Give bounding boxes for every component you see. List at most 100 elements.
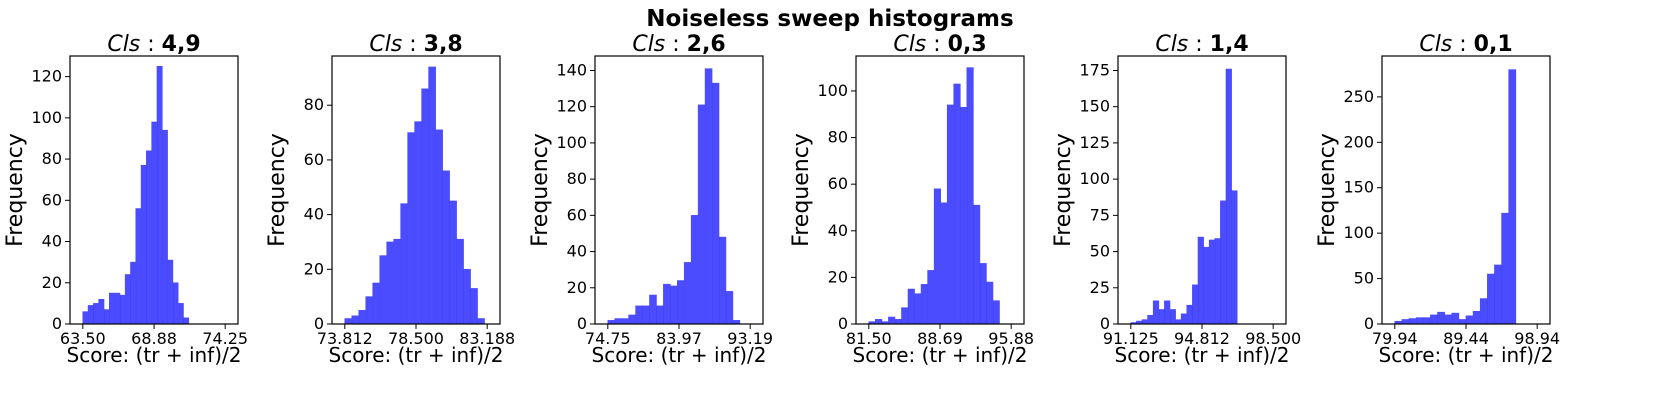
histogram-bar bbox=[663, 283, 671, 325]
y-tick-label: 20 bbox=[828, 267, 848, 286]
panel-title: Cls : 1,4 bbox=[1155, 32, 1248, 57]
histogram-bar bbox=[946, 104, 955, 325]
histogram-bar bbox=[1487, 273, 1495, 325]
histogram-bar bbox=[407, 132, 415, 325]
y-tick-label: 120 bbox=[31, 67, 62, 86]
y-tick-label: 200 bbox=[1343, 132, 1374, 151]
histogram-bar bbox=[82, 311, 89, 325]
histogram-bar bbox=[1479, 298, 1488, 325]
panel-title-prefix: Cls bbox=[632, 32, 665, 57]
y-axis-label: Frequency bbox=[265, 133, 290, 247]
histogram-bar bbox=[1220, 200, 1227, 325]
x-tick-label: 98.500 bbox=[1245, 329, 1301, 348]
histogram-bar bbox=[135, 208, 142, 325]
histogram-bar bbox=[109, 292, 115, 325]
histogram-bar bbox=[959, 106, 968, 325]
y-tick-label: 20 bbox=[304, 259, 324, 278]
panel-title-separator: : bbox=[1452, 32, 1473, 57]
histogram-bar bbox=[670, 285, 678, 325]
histogram-bar bbox=[992, 300, 1000, 325]
panel-title: Cls : 0,3 bbox=[893, 32, 986, 57]
histogram-bar bbox=[718, 236, 727, 325]
figure-title: Noiseless sweep histograms bbox=[646, 6, 1013, 32]
histogram-bar bbox=[973, 204, 981, 325]
x-tick-label: 63.50 bbox=[60, 329, 106, 348]
histogram-bar bbox=[1430, 314, 1438, 325]
panel-title-prefix: Cls bbox=[893, 32, 926, 57]
histogram-bar bbox=[711, 82, 720, 325]
y-tick-label: 150 bbox=[1343, 178, 1374, 197]
panel-title-prefix: Cls bbox=[369, 32, 402, 57]
y-tick-label: 50 bbox=[1354, 269, 1374, 288]
y-tick-label: 50 bbox=[1090, 242, 1110, 261]
histogram-bar bbox=[1231, 190, 1238, 325]
x-tick-label: 78.500 bbox=[388, 329, 444, 348]
histogram-bar bbox=[119, 294, 126, 325]
histogram-bar bbox=[621, 318, 629, 325]
histogram-bar bbox=[1186, 304, 1193, 325]
histogram-bar bbox=[1401, 319, 1410, 325]
histogram-bar bbox=[393, 238, 401, 325]
histogram-bar bbox=[676, 280, 685, 325]
y-tick-label: 20 bbox=[567, 278, 587, 297]
histogram-bar bbox=[1158, 309, 1165, 325]
histogram-bar bbox=[470, 288, 478, 325]
histogram-panel-1: 0 20 40 60 80 100 120 63.50 68.88 74.25 Cls : 4,9 S… bbox=[3, 32, 248, 367]
y-tick-label: 60 bbox=[304, 150, 324, 169]
panel-title: Cls : 3,8 bbox=[369, 32, 462, 57]
histogram-bar bbox=[940, 202, 948, 325]
histogram-bar bbox=[1508, 69, 1517, 325]
y-tick-label: 40 bbox=[304, 205, 324, 224]
histogram-bar bbox=[177, 303, 184, 325]
histogram-bar bbox=[1192, 284, 1199, 325]
histogram-panel-2: 0 20 40 60 80 73.812 78.500 83.188 Cls : 3,8 Scor… bbox=[265, 32, 515, 367]
histogram-bar bbox=[1152, 300, 1160, 325]
histogram-bar bbox=[463, 269, 471, 325]
histogram-bar bbox=[1175, 319, 1182, 325]
histogram-bar bbox=[161, 129, 168, 325]
histogram-bar bbox=[704, 68, 713, 325]
histogram-bar bbox=[1208, 239, 1216, 325]
histogram-bar bbox=[428, 66, 436, 325]
histogram-bar bbox=[683, 262, 692, 325]
histogram-bar bbox=[1444, 314, 1453, 325]
histogram-bar bbox=[372, 282, 381, 325]
histogram-bar bbox=[642, 305, 650, 325]
histogram-bar bbox=[656, 305, 664, 325]
histogram-bar bbox=[1197, 236, 1204, 325]
axes-frame bbox=[1381, 55, 1551, 325]
histogram-bar bbox=[635, 305, 643, 325]
y-axis-label: Frequency bbox=[528, 133, 553, 247]
x-axis-label: Score: (tr + inf)/2 bbox=[592, 343, 767, 367]
y-tick-label: 100 bbox=[556, 133, 587, 152]
histogram-bar bbox=[1164, 300, 1171, 325]
y-tick-label: 125 bbox=[1079, 133, 1110, 152]
y-tick-label: 100 bbox=[1343, 223, 1374, 242]
histogram-bar bbox=[1501, 212, 1510, 325]
y-tick-label: 80 bbox=[42, 149, 62, 168]
histogram-bar bbox=[146, 150, 152, 325]
histogram-bar bbox=[1472, 310, 1481, 325]
y-tick-label: 0 bbox=[577, 314, 587, 333]
histogram-bar bbox=[379, 255, 388, 325]
y-tick-label: 80 bbox=[567, 169, 587, 188]
histogram-bar bbox=[421, 88, 429, 325]
histogram-bar bbox=[435, 129, 443, 325]
x-tick-label: 95.88 bbox=[988, 329, 1034, 348]
histogram-bar bbox=[894, 319, 902, 325]
histogram-bar bbox=[1408, 318, 1417, 325]
panel-title-values: 0,1 bbox=[1474, 32, 1513, 57]
x-tick-label: 94.812 bbox=[1174, 329, 1230, 348]
y-tick-label: 60 bbox=[42, 190, 62, 209]
histogram-bar bbox=[697, 104, 706, 325]
histogram-bar bbox=[1169, 309, 1176, 325]
histogram-bar bbox=[1225, 68, 1232, 325]
panel-title-values: 1,4 bbox=[1210, 32, 1249, 57]
histogram-bar bbox=[914, 293, 922, 325]
histogram-bar bbox=[344, 318, 353, 325]
histogram-bar bbox=[1147, 315, 1154, 325]
histogram-bar bbox=[98, 298, 105, 325]
y-axis-label: Frequency bbox=[789, 133, 814, 247]
panel-title-prefix: Cls bbox=[1155, 32, 1188, 57]
